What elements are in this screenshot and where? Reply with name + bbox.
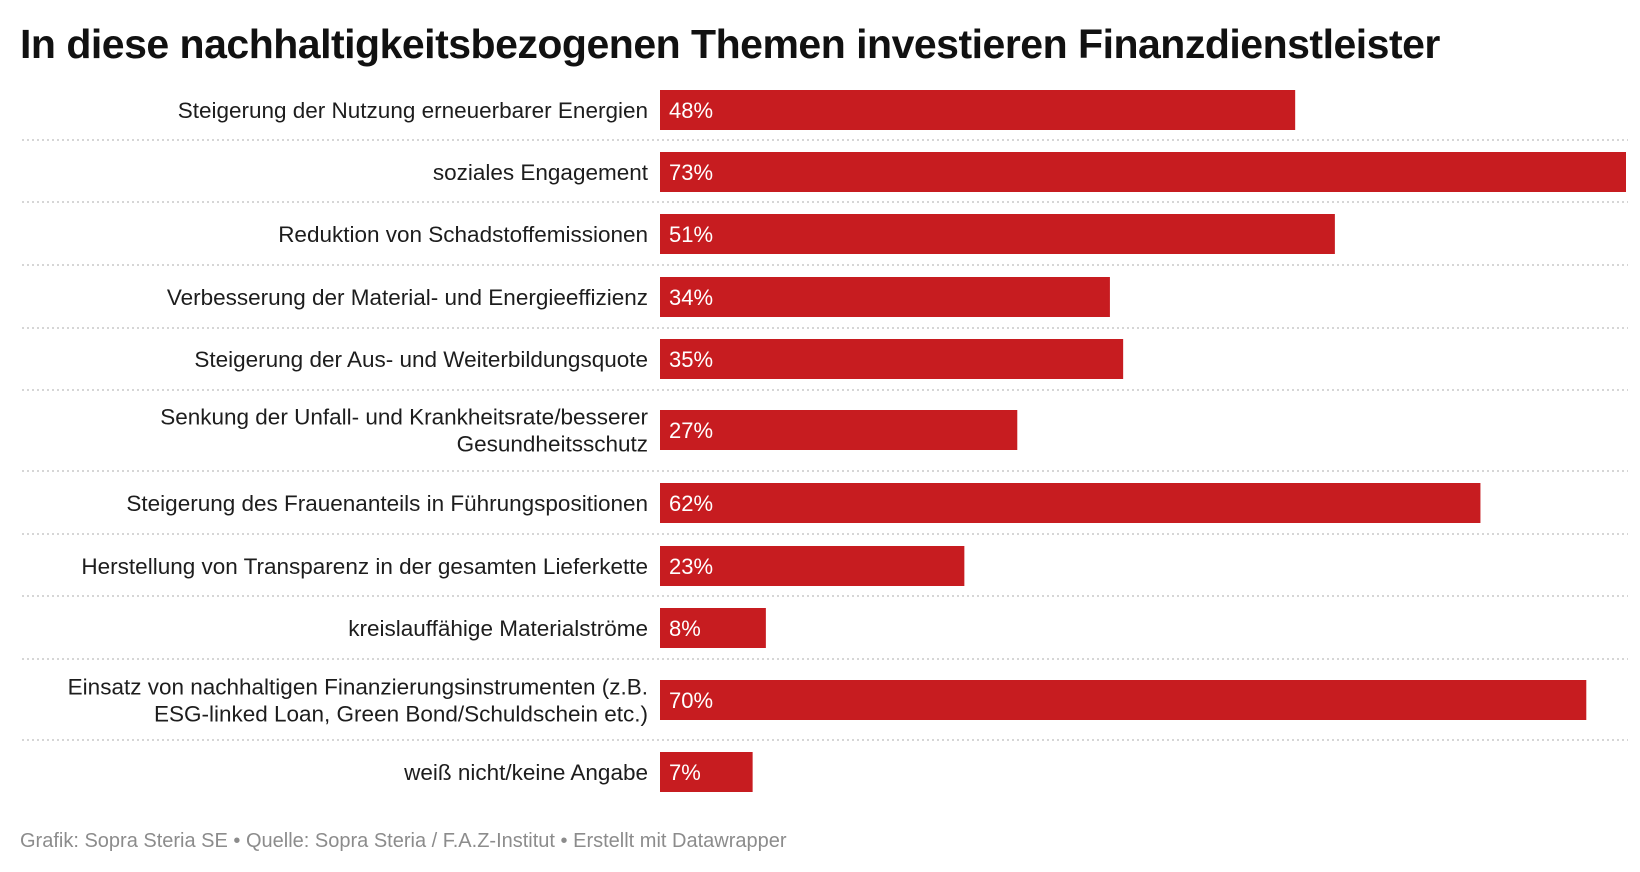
category-label: Reduktion von Schadstoffemissionen <box>278 222 648 247</box>
bar <box>660 277 1110 317</box>
category-label: Verbesserung der Material- und Energieef… <box>167 285 648 310</box>
category-label: Herstellung von Transparenz in der gesam… <box>81 554 648 579</box>
bar <box>660 339 1124 379</box>
bar-value-label: 27% <box>669 418 713 443</box>
bar <box>660 752 753 792</box>
category-label: Steigerung der Nutzung erneuerbarer Ener… <box>178 98 648 123</box>
category-label: Gesundheitsschutz <box>457 432 648 457</box>
category-label: soziales Engagement <box>433 160 649 185</box>
category-label: Steigerung des Frauenanteils in Führungs… <box>126 491 648 516</box>
bar-value-label: 7% <box>669 760 701 785</box>
category-label: ESG-linked Loan, Green Bond/Schuldschein… <box>154 702 648 727</box>
category-label: kreislauffähige Materialströme <box>348 616 648 641</box>
bar <box>660 546 965 586</box>
bar-value-label: 70% <box>669 688 713 713</box>
bar-value-label: 48% <box>669 98 713 123</box>
bar-value-label: 34% <box>669 285 713 310</box>
category-label: weiß nicht/keine Angabe <box>403 760 648 785</box>
chart-title: In diese nachhaltigkeitsbezogenen Themen… <box>20 21 1440 67</box>
bar <box>660 152 1626 192</box>
bar-value-label: 35% <box>669 347 713 372</box>
bar-value-label: 51% <box>669 222 713 247</box>
bar-value-label: 8% <box>669 616 701 641</box>
category-label: Steigerung der Aus- und Weiterbildungsqu… <box>194 347 648 372</box>
bar <box>660 608 766 648</box>
bar <box>660 90 1296 130</box>
bar <box>660 410 1018 450</box>
category-label: Einsatz von nachhaltigen Finanzierungsin… <box>68 675 648 700</box>
bar-value-label: 73% <box>669 160 713 185</box>
bar <box>660 680 1587 720</box>
bar <box>660 214 1335 254</box>
chart-footer: Grafik: Sopra Steria SE • Quelle: Sopra … <box>20 830 787 852</box>
bar-value-label: 23% <box>669 554 713 579</box>
category-label: Senkung der Unfall- und Krankheitsrate/b… <box>160 405 648 430</box>
bar <box>660 483 1481 523</box>
bar-value-label: 62% <box>669 491 713 516</box>
